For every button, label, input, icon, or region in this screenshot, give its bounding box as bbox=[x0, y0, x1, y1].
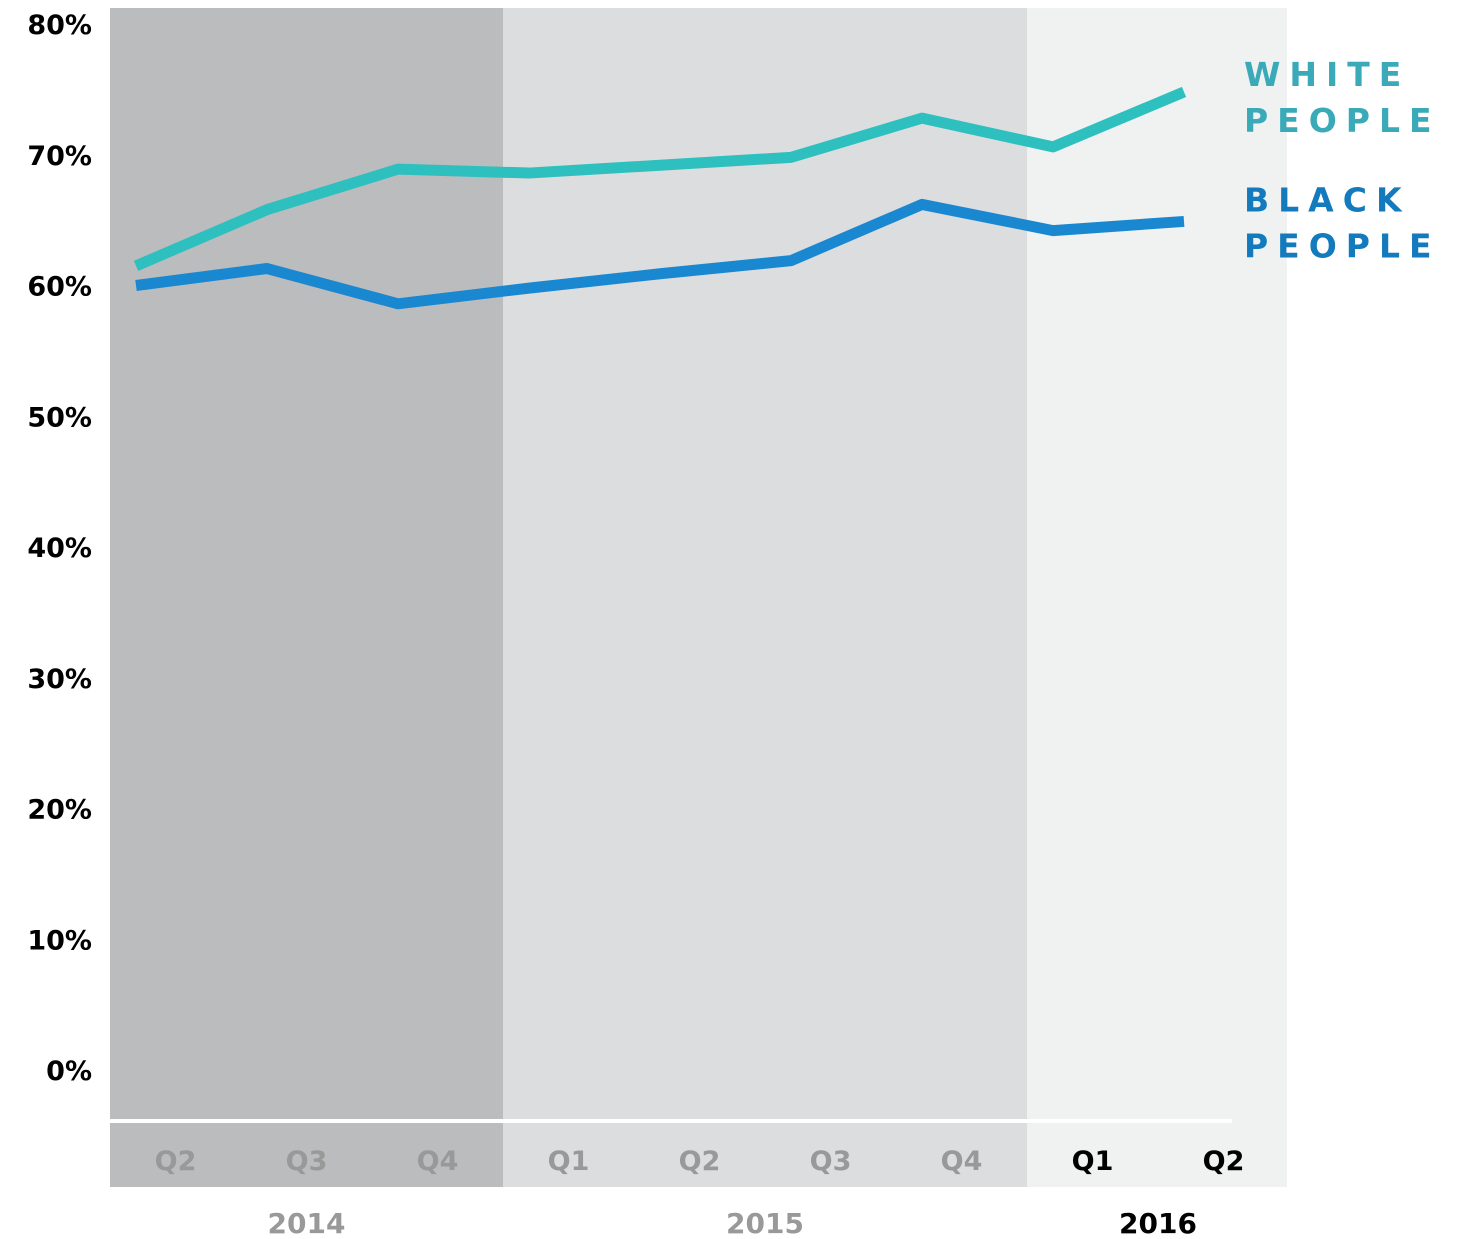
x-tick-label: Q2 bbox=[155, 1146, 197, 1177]
y-tick-label: 50% bbox=[27, 402, 92, 433]
year-band-2016 bbox=[1027, 8, 1287, 1187]
series-lines bbox=[133, 86, 1187, 310]
year-band-2014 bbox=[110, 8, 503, 1187]
y-tick-label: 20% bbox=[27, 795, 92, 826]
y-tick-label: 0% bbox=[46, 1056, 92, 1087]
year-label: 2014 bbox=[268, 1207, 346, 1239]
x-tick-label: Q3 bbox=[286, 1146, 328, 1177]
x-tick-label: Q4 bbox=[417, 1146, 459, 1177]
axis-divider bbox=[110, 1119, 1232, 1123]
series-line-black-people bbox=[135, 198, 1185, 310]
year-label: 2016 bbox=[1119, 1207, 1197, 1239]
series-label-white-people: WHITE PEOPLE bbox=[1244, 55, 1441, 140]
y-axis: 0% 10% 20% 30% 40% 50% 60% 70% 80% bbox=[27, 10, 92, 1087]
series-label-black-people: BLACK PEOPLE bbox=[1244, 180, 1441, 265]
y-tick-label: 40% bbox=[27, 533, 92, 564]
x-tick-label: Q3 bbox=[810, 1146, 852, 1177]
x-tick-label: Q2 bbox=[679, 1146, 721, 1177]
series-label-line: BLACK bbox=[1244, 180, 1411, 219]
y-tick-label: 60% bbox=[27, 272, 92, 303]
x-tick-label: Q2 bbox=[1203, 1146, 1245, 1177]
y-tick-label: 30% bbox=[27, 664, 92, 695]
series-labels: WHITE PEOPLE BLACK PEOPLE bbox=[1244, 55, 1441, 265]
y-tick-label: 70% bbox=[27, 141, 92, 172]
x-tick-label: Q1 bbox=[1072, 1146, 1114, 1177]
year-bands bbox=[110, 8, 1287, 1187]
year-label: 2015 bbox=[726, 1207, 804, 1239]
x-axis: Q2 Q3 Q4 Q1 Q2 Q3 Q4 Q1 Q2 2014 2015 2016 bbox=[155, 1146, 1245, 1239]
x-tick-label: Q4 bbox=[941, 1146, 983, 1177]
series-line-white-people bbox=[133, 86, 1187, 271]
series-label-line: PEOPLE bbox=[1244, 101, 1441, 140]
y-tick-label: 10% bbox=[27, 925, 92, 956]
series-label-line: WHITE bbox=[1244, 55, 1410, 94]
year-band-2015 bbox=[503, 8, 1027, 1187]
y-tick-label: 80% bbox=[27, 10, 92, 41]
x-tick-label: Q1 bbox=[548, 1146, 590, 1177]
series-label-line: PEOPLE bbox=[1244, 226, 1441, 265]
